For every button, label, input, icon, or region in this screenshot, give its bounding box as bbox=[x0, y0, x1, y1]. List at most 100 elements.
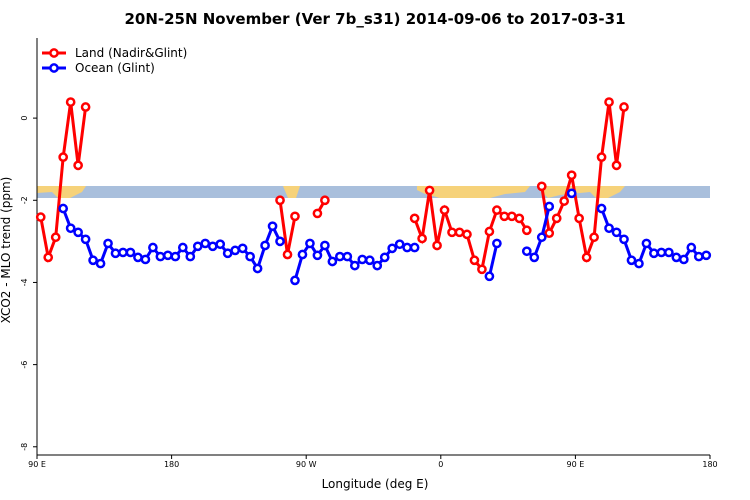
point bbox=[170, 251, 181, 262]
point bbox=[275, 236, 285, 247]
point bbox=[589, 232, 599, 243]
point bbox=[409, 213, 420, 224]
point bbox=[65, 97, 76, 107]
point bbox=[73, 227, 83, 238]
x-tick-label: 180 bbox=[164, 460, 179, 469]
point bbox=[394, 239, 405, 250]
point bbox=[200, 238, 211, 249]
legend-marker bbox=[49, 63, 59, 73]
point bbox=[551, 213, 562, 224]
point bbox=[215, 239, 226, 250]
point bbox=[335, 251, 345, 262]
point bbox=[432, 240, 442, 251]
point bbox=[656, 247, 667, 258]
point bbox=[95, 258, 106, 269]
point bbox=[484, 226, 495, 237]
point bbox=[641, 238, 652, 249]
point bbox=[230, 245, 241, 256]
point bbox=[596, 152, 607, 162]
point bbox=[536, 181, 547, 192]
point bbox=[604, 223, 614, 234]
point bbox=[544, 201, 555, 212]
x-tick-label: 180 bbox=[702, 460, 717, 469]
point bbox=[671, 252, 682, 263]
point bbox=[73, 160, 83, 171]
point bbox=[43, 252, 54, 263]
point bbox=[245, 251, 255, 262]
point bbox=[320, 240, 330, 251]
point bbox=[267, 221, 278, 232]
point bbox=[364, 255, 375, 266]
point bbox=[492, 238, 502, 249]
point bbox=[140, 254, 151, 265]
point bbox=[387, 243, 398, 254]
point bbox=[357, 254, 368, 265]
point bbox=[237, 243, 248, 254]
y-tick-label: -8 bbox=[20, 443, 29, 451]
point bbox=[58, 152, 69, 162]
point bbox=[686, 242, 697, 253]
point bbox=[544, 228, 555, 238]
point bbox=[619, 234, 629, 245]
point bbox=[529, 252, 540, 263]
point bbox=[701, 250, 712, 261]
y-tick-label: 0 bbox=[20, 116, 29, 121]
point bbox=[290, 275, 300, 286]
point bbox=[177, 242, 188, 253]
point bbox=[372, 260, 383, 271]
point bbox=[566, 170, 577, 181]
point bbox=[462, 229, 472, 240]
point bbox=[110, 248, 121, 259]
x-tick-label: 0 bbox=[438, 460, 443, 469]
point bbox=[125, 247, 136, 258]
series-line bbox=[278, 200, 297, 255]
point bbox=[35, 212, 46, 222]
point bbox=[484, 271, 495, 282]
point bbox=[611, 160, 622, 171]
land-shape bbox=[37, 186, 86, 198]
point bbox=[207, 241, 218, 252]
point bbox=[574, 213, 584, 224]
point bbox=[447, 227, 457, 238]
point bbox=[327, 256, 338, 267]
x-tick-label: 90 W bbox=[296, 460, 317, 469]
point bbox=[103, 238, 113, 249]
legend-label: Land (Nadir&Glint) bbox=[75, 46, 187, 60]
point bbox=[499, 211, 510, 222]
point bbox=[596, 203, 607, 214]
x-tick-label: 90 E bbox=[567, 460, 585, 469]
land-shape bbox=[283, 186, 300, 198]
point bbox=[185, 251, 196, 262]
point bbox=[260, 240, 270, 251]
point bbox=[50, 232, 61, 243]
point bbox=[424, 185, 435, 196]
point bbox=[320, 195, 330, 206]
point bbox=[312, 250, 323, 261]
point bbox=[305, 238, 315, 249]
point bbox=[379, 252, 390, 263]
point bbox=[559, 196, 570, 206]
map-strip bbox=[37, 186, 710, 198]
point bbox=[155, 251, 166, 262]
legend-label: Ocean (Glint) bbox=[75, 61, 155, 75]
point bbox=[312, 208, 323, 219]
point bbox=[409, 242, 420, 253]
point bbox=[536, 232, 547, 243]
point bbox=[634, 258, 644, 269]
point bbox=[290, 211, 300, 222]
point bbox=[65, 223, 76, 234]
point bbox=[678, 254, 689, 265]
point bbox=[80, 102, 91, 112]
point bbox=[58, 203, 69, 214]
series-line bbox=[540, 101, 626, 263]
point bbox=[222, 248, 233, 259]
legend-marker bbox=[49, 48, 59, 58]
x-tick-label: 90 E bbox=[28, 460, 46, 469]
point bbox=[349, 260, 360, 271]
land-shape bbox=[417, 186, 530, 198]
point bbox=[282, 249, 293, 260]
y-axis-label: XCO2 - MLO trend (ppm) bbox=[0, 177, 13, 324]
point bbox=[581, 252, 592, 263]
